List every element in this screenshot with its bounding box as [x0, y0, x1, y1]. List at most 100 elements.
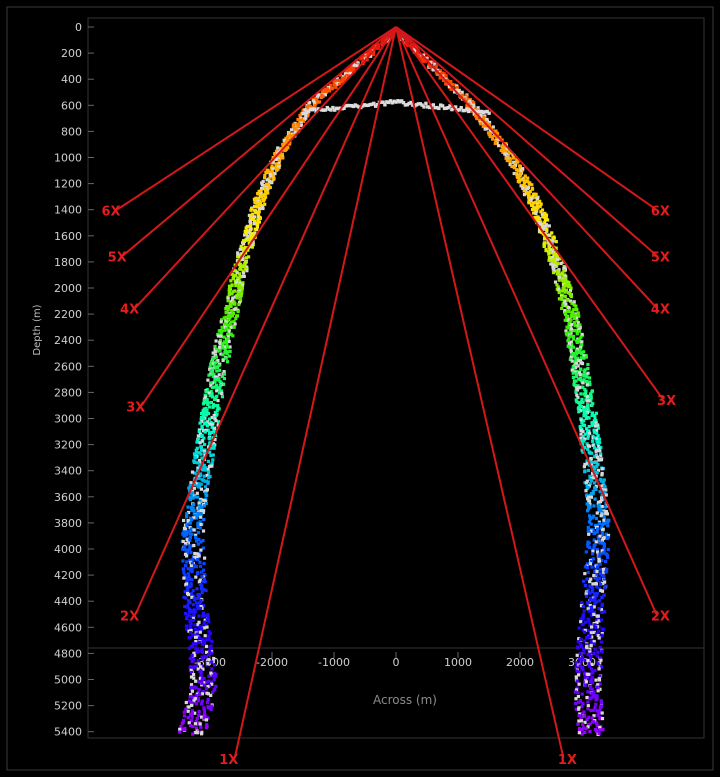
- sounding-point: [589, 640, 593, 645]
- sounding-point: [442, 72, 446, 76]
- sounding-point: [202, 474, 207, 478]
- sounding-point: [579, 438, 583, 443]
- sounding-point: [341, 80, 345, 84]
- sounding-point: [206, 459, 210, 463]
- sounding-point: [260, 183, 264, 187]
- sounding-point: [392, 99, 396, 103]
- sounding-point: [566, 318, 570, 322]
- sounding-point: [602, 548, 606, 552]
- sounding-point: [310, 108, 315, 112]
- sounding-point: [225, 351, 229, 355]
- sounding-point: [521, 184, 525, 188]
- sounding-point: [595, 511, 599, 515]
- sounding-point: [584, 481, 588, 485]
- sounding-point: [197, 595, 201, 599]
- sounding-point: [249, 237, 253, 241]
- sounding-point: [315, 95, 319, 99]
- sounding-point: [568, 345, 572, 349]
- sounding-point: [578, 642, 583, 646]
- sounding-point: [587, 495, 591, 499]
- sounding-point: [571, 334, 576, 338]
- sounding-point: [244, 238, 248, 242]
- sounding-point: [593, 597, 597, 601]
- sounding-point: [261, 194, 265, 198]
- sounding-point: [485, 109, 489, 114]
- sounding-point: [579, 637, 583, 642]
- sounding-point: [586, 700, 590, 704]
- sounding-point: [265, 168, 269, 172]
- sounding-point: [590, 411, 595, 415]
- sounding-point: [573, 324, 577, 328]
- sounding-point: [550, 231, 554, 235]
- sounding-point: [560, 306, 564, 310]
- sounding-point: [578, 373, 582, 377]
- sounding-point: [518, 164, 522, 169]
- sounding-point: [596, 424, 600, 428]
- sounding-point: [241, 257, 245, 262]
- sounding-point: [179, 725, 183, 729]
- sounding-point: [200, 415, 204, 420]
- sounding-point: [588, 380, 592, 384]
- sounding-point: [182, 710, 186, 714]
- sounding-point: [313, 103, 317, 107]
- sounding-point: [437, 106, 441, 111]
- sounding-point: [538, 204, 542, 208]
- sounding-point: [253, 231, 257, 235]
- sounding-point: [453, 83, 457, 87]
- sounding-point: [190, 470, 195, 474]
- sounding-point: [598, 500, 602, 504]
- sounding-point: [599, 454, 603, 458]
- sounding-point: [575, 669, 579, 673]
- sounding-point: [394, 100, 398, 104]
- sounding-point: [425, 56, 429, 61]
- sounding-point: [277, 162, 281, 166]
- sounding-point: [547, 244, 551, 248]
- sounding-point: [241, 281, 245, 285]
- sounding-point: [303, 108, 307, 112]
- sounding-point: [210, 660, 214, 664]
- sounding-point: [372, 101, 376, 106]
- sounding-point: [265, 178, 269, 182]
- sounding-point: [600, 510, 604, 514]
- sounding-point: [234, 284, 238, 288]
- sounding-point: [193, 653, 197, 657]
- sounding-point: [197, 537, 201, 541]
- sounding-point: [204, 479, 208, 483]
- sounding-point: [376, 43, 380, 47]
- sounding-point: [551, 239, 555, 243]
- sounding-point: [567, 306, 571, 310]
- sounding-point: [217, 387, 221, 391]
- sounding-point: [521, 186, 525, 190]
- sounding-point: [592, 720, 596, 724]
- sounding-point: [233, 307, 237, 311]
- sounding-point: [529, 198, 533, 202]
- sounding-point: [289, 136, 294, 140]
- sounding-point: [572, 328, 576, 333]
- sounding-point: [195, 516, 199, 520]
- sounding-point: [192, 666, 196, 670]
- sounding-point: [236, 255, 240, 259]
- sounding-point: [257, 207, 262, 211]
- sounding-point: [575, 393, 579, 397]
- sounding-point: [196, 495, 200, 499]
- coverage-label: 1X: [558, 753, 577, 768]
- sounding-point: [588, 729, 592, 733]
- sounding-point: [202, 622, 206, 626]
- sounding-point: [205, 650, 209, 654]
- sounding-point: [202, 449, 206, 454]
- sounding-point: [578, 347, 582, 351]
- sounding-point: [192, 516, 196, 520]
- sounding-point: [563, 266, 567, 270]
- sounding-point: [381, 100, 385, 104]
- sounding-point: [582, 419, 586, 423]
- sounding-point: [190, 703, 194, 707]
- sounding-point: [206, 716, 210, 720]
- sounding-point: [601, 627, 606, 631]
- sounding-point: [593, 668, 597, 673]
- sounding-point: [264, 192, 268, 196]
- sounding-point: [563, 290, 567, 294]
- sounding-point: [241, 283, 245, 287]
- sounding-point: [583, 565, 587, 569]
- sounding-point: [509, 151, 513, 155]
